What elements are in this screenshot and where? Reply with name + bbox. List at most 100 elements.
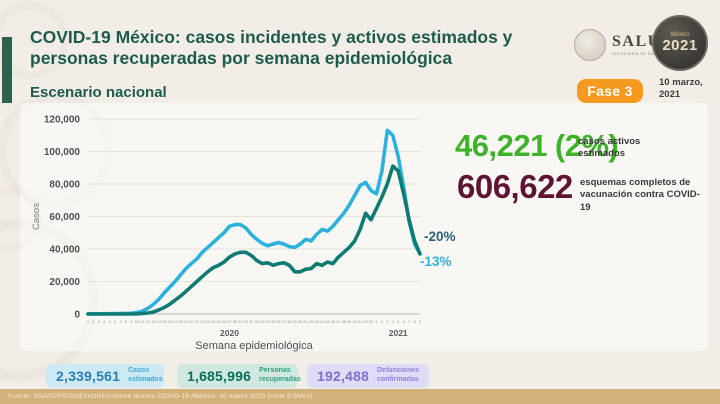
svg-text:2020: 2020 (220, 328, 239, 338)
source-footer: Fuente: SSA/SPPS/DGE/InDRE/Informe técni… (0, 389, 720, 404)
recovered-total: 1,685,996 (187, 368, 252, 384)
svg-text:30: 30 (244, 319, 249, 324)
svg-text:28: 28 (233, 319, 238, 324)
svg-text:31: 31 (249, 319, 254, 324)
summary-badge: 1,685,996 Personas recuperadas (177, 364, 301, 388)
svg-text:43: 43 (314, 319, 319, 324)
svg-text:18: 18 (178, 319, 183, 324)
svg-text:50: 50 (352, 319, 357, 324)
content-panel (20, 103, 708, 351)
svg-text:2: 2 (92, 319, 95, 324)
svg-text:34: 34 (265, 319, 270, 324)
svg-text:8: 8 (413, 319, 416, 324)
svg-text:27: 27 (227, 319, 232, 324)
svg-text:51: 51 (358, 319, 363, 324)
svg-text:11: 11 (140, 319, 145, 324)
svg-text:23: 23 (205, 319, 210, 324)
svg-text:19: 19 (184, 319, 189, 324)
mexico-2021-emblem-icon: México 2021 (652, 15, 708, 71)
svg-text:9: 9 (130, 319, 133, 324)
emblem-year-label: 2021 (662, 36, 698, 54)
svg-text:8: 8 (125, 319, 128, 324)
svg-text:3: 3 (98, 319, 101, 324)
svg-text:Casos: Casos (31, 203, 42, 230)
svg-text:25: 25 (216, 319, 221, 324)
svg-text:40,000: 40,000 (49, 245, 80, 256)
svg-text:33: 33 (260, 319, 265, 324)
svg-text:35: 35 (271, 319, 276, 324)
svg-text:9: 9 (419, 319, 422, 324)
svg-text:1: 1 (87, 319, 90, 324)
svg-text:20,000: 20,000 (49, 277, 80, 288)
salud-seal-icon (574, 29, 606, 61)
svg-text:5: 5 (397, 319, 400, 324)
svg-text:80,000: 80,000 (49, 180, 80, 191)
svg-text:14: 14 (157, 319, 162, 324)
svg-text:15: 15 (162, 319, 167, 324)
active-cases-value: 46,221 (2%) (455, 128, 619, 163)
confirmed-deaths-total: 192,488 (317, 368, 370, 384)
recovered-total-label: Personas recuperadas (259, 367, 301, 383)
svg-text:38: 38 (287, 319, 292, 324)
svg-text:2: 2 (381, 319, 384, 324)
summary-badge: 2,339,561 Casos estimados (46, 364, 164, 388)
svg-text:6: 6 (114, 319, 117, 324)
vaccination-value: 606,622 (457, 168, 573, 205)
phase-badge: Fase 3 (577, 79, 643, 103)
svg-text:1: 1 (375, 319, 378, 324)
title-accent-bar (2, 37, 12, 103)
confirmed-deaths-total-label: Defunciones confirmadas (377, 367, 420, 383)
svg-text:42: 42 (309, 319, 314, 324)
svg-text:53: 53 (369, 319, 374, 324)
svg-text:32: 32 (254, 319, 259, 324)
estimated-cases-total-label: Casos estimados (128, 367, 163, 383)
svg-text:7: 7 (120, 319, 123, 324)
svg-text:39: 39 (293, 319, 298, 324)
svg-text:20: 20 (189, 319, 194, 324)
svg-text:4: 4 (392, 319, 395, 324)
svg-text:45: 45 (325, 319, 330, 324)
active-cases-label: casos activos estimados (578, 136, 641, 160)
svg-text:3: 3 (386, 319, 389, 324)
svg-text:13: 13 (151, 319, 156, 324)
svg-text:21: 21 (195, 319, 200, 324)
svg-text:29: 29 (238, 319, 243, 324)
summary-badge: 192,488 Defunciones confirmadas (307, 364, 429, 388)
svg-text:36: 36 (276, 319, 281, 324)
svg-text:22: 22 (200, 319, 205, 324)
svg-text:12: 12 (146, 319, 151, 324)
estimated-change-label: -13% (420, 254, 452, 269)
svg-text:24: 24 (211, 319, 216, 324)
svg-text:52: 52 (363, 319, 368, 324)
svg-text:37: 37 (282, 319, 287, 324)
svg-text:17: 17 (173, 319, 178, 324)
svg-text:Semana epidemiológica: Semana epidemiológica (195, 340, 313, 352)
svg-text:26: 26 (222, 319, 227, 324)
svg-text:6: 6 (403, 319, 406, 324)
page-subtitle: Escenario nacional (30, 84, 167, 101)
svg-text:2021: 2021 (389, 328, 408, 338)
svg-text:120,000: 120,000 (44, 115, 81, 126)
svg-text:48: 48 (342, 319, 347, 324)
svg-text:44: 44 (320, 319, 325, 324)
report-date: 10 marzo, 2021 (659, 77, 703, 101)
svg-text:41: 41 (303, 319, 308, 324)
svg-text:16: 16 (167, 319, 172, 324)
svg-text:46: 46 (331, 319, 336, 324)
salud-logo-subtitle: SECRETARÍA DE SALUD (612, 52, 662, 56)
svg-text:10: 10 (135, 319, 140, 324)
epidemic-week-chart: 0 20,000 40,000 60,000 80,000 100,000 120,000 C… (26, 106, 438, 353)
svg-text:7: 7 (408, 319, 411, 324)
estimated-cases-total: 2,339,561 (56, 368, 121, 384)
svg-text:4: 4 (103, 319, 106, 324)
svg-text:40: 40 (298, 319, 303, 324)
svg-text:60,000: 60,000 (49, 212, 80, 223)
page-title: COVID-19 México: casos incidentes y acti… (30, 27, 513, 68)
svg-text:47: 47 (336, 319, 341, 324)
svg-text:100,000: 100,000 (44, 147, 81, 158)
vaccination-label: esquemas completos de vacunación contra … (580, 177, 700, 213)
recovered-change-label: -20% (424, 229, 456, 244)
chart-svg: 0 20,000 40,000 60,000 80,000 100,000 120,000 C… (31, 115, 422, 353)
svg-text:0: 0 (74, 310, 80, 321)
